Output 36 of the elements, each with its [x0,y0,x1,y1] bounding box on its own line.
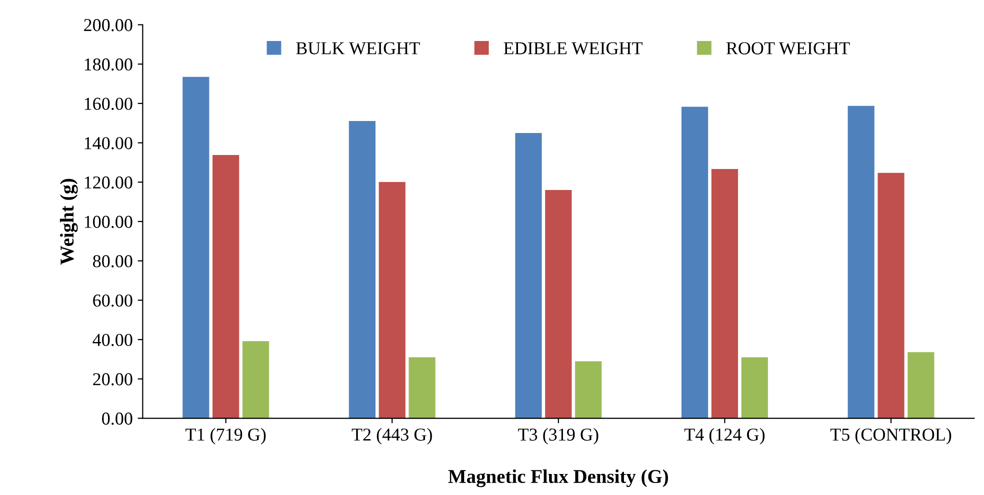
x-tick-label: T3 (319 G) [518,428,598,444]
y-tick-label: 140.00 [84,137,132,150]
bar [408,357,436,418]
bar [378,182,406,418]
y-axis-title: Weight (g) [60,178,78,265]
y-tick-label: 200.00 [84,19,132,32]
bar [348,120,376,418]
bar [212,155,240,418]
y-tick-label: 60.00 [93,294,132,307]
x-tick-label: T4 (124 G) [684,428,765,444]
y-tick-label: 160.00 [84,98,132,110]
bar [545,190,572,418]
y-tick-label: 120.00 [84,176,132,189]
bar [848,106,874,418]
x-axis-title: Magnetic Flux Density (G) [448,469,668,488]
y-tick-label: 80.00 [93,255,132,268]
y-tick-label: 20.00 [93,373,132,386]
y-tick-label: 40.00 [92,334,132,346]
y-tick-label: 100.00 [84,216,132,228]
bar [182,76,210,418]
legend-label: EDIBLE WEIGHT [504,42,643,54]
bar [515,132,542,418]
bar [575,361,602,418]
bar [711,168,738,418]
bar [908,352,934,418]
y-tick-label: 0.00 [102,412,132,425]
y-tick-label: 180.00 [84,58,132,71]
bar [242,341,270,418]
legend-label: ROOT WEIGHT [726,42,850,54]
bar [741,357,768,418]
bar [681,106,708,418]
bar [878,172,904,418]
x-tick-label: T1 (719 G) [186,428,266,444]
legend-label: BULK WEIGHT [296,42,420,54]
x-tick-label: T5 (CONTROL) [830,428,952,444]
x-tick-label: T2 (443 G) [352,428,432,444]
